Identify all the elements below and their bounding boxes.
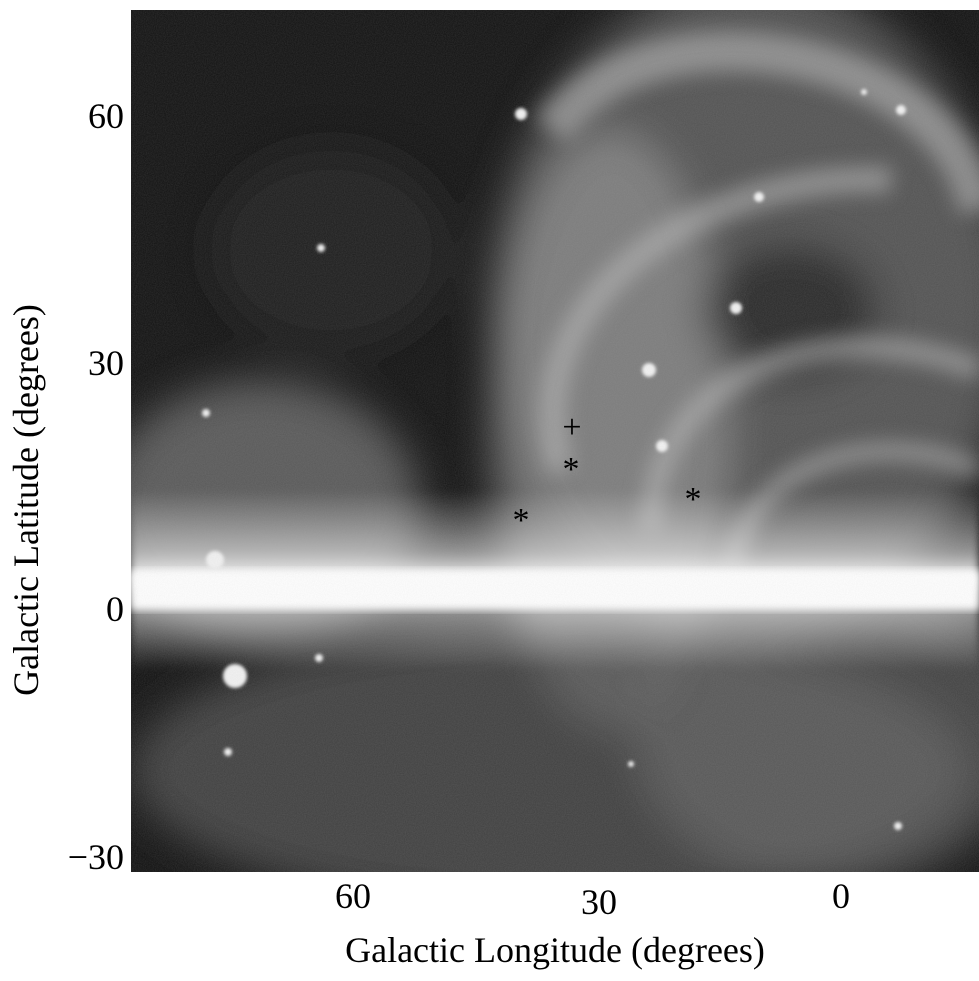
y-tick-0: 0 <box>106 589 124 629</box>
y-tick-60: 60 <box>88 96 124 136</box>
asterisk-marker: * <box>684 481 702 518</box>
x-tick-0: 0 <box>832 876 850 916</box>
x-axis-label: Galactic Longitude (degrees) <box>345 930 765 970</box>
plus-marker: + <box>562 409 582 446</box>
sky-map-image <box>131 10 979 872</box>
y-tick-minus-30: −30 <box>67 837 124 877</box>
x-tick-60: 60 <box>335 876 371 916</box>
y-axis-label: Galactic Latitude (degrees) <box>6 304 46 696</box>
asterisk-marker: * <box>512 502 530 539</box>
x-tick-30: 30 <box>581 882 617 922</box>
y-tick-30: 30 <box>88 343 124 383</box>
asterisk-marker: * <box>562 451 580 488</box>
